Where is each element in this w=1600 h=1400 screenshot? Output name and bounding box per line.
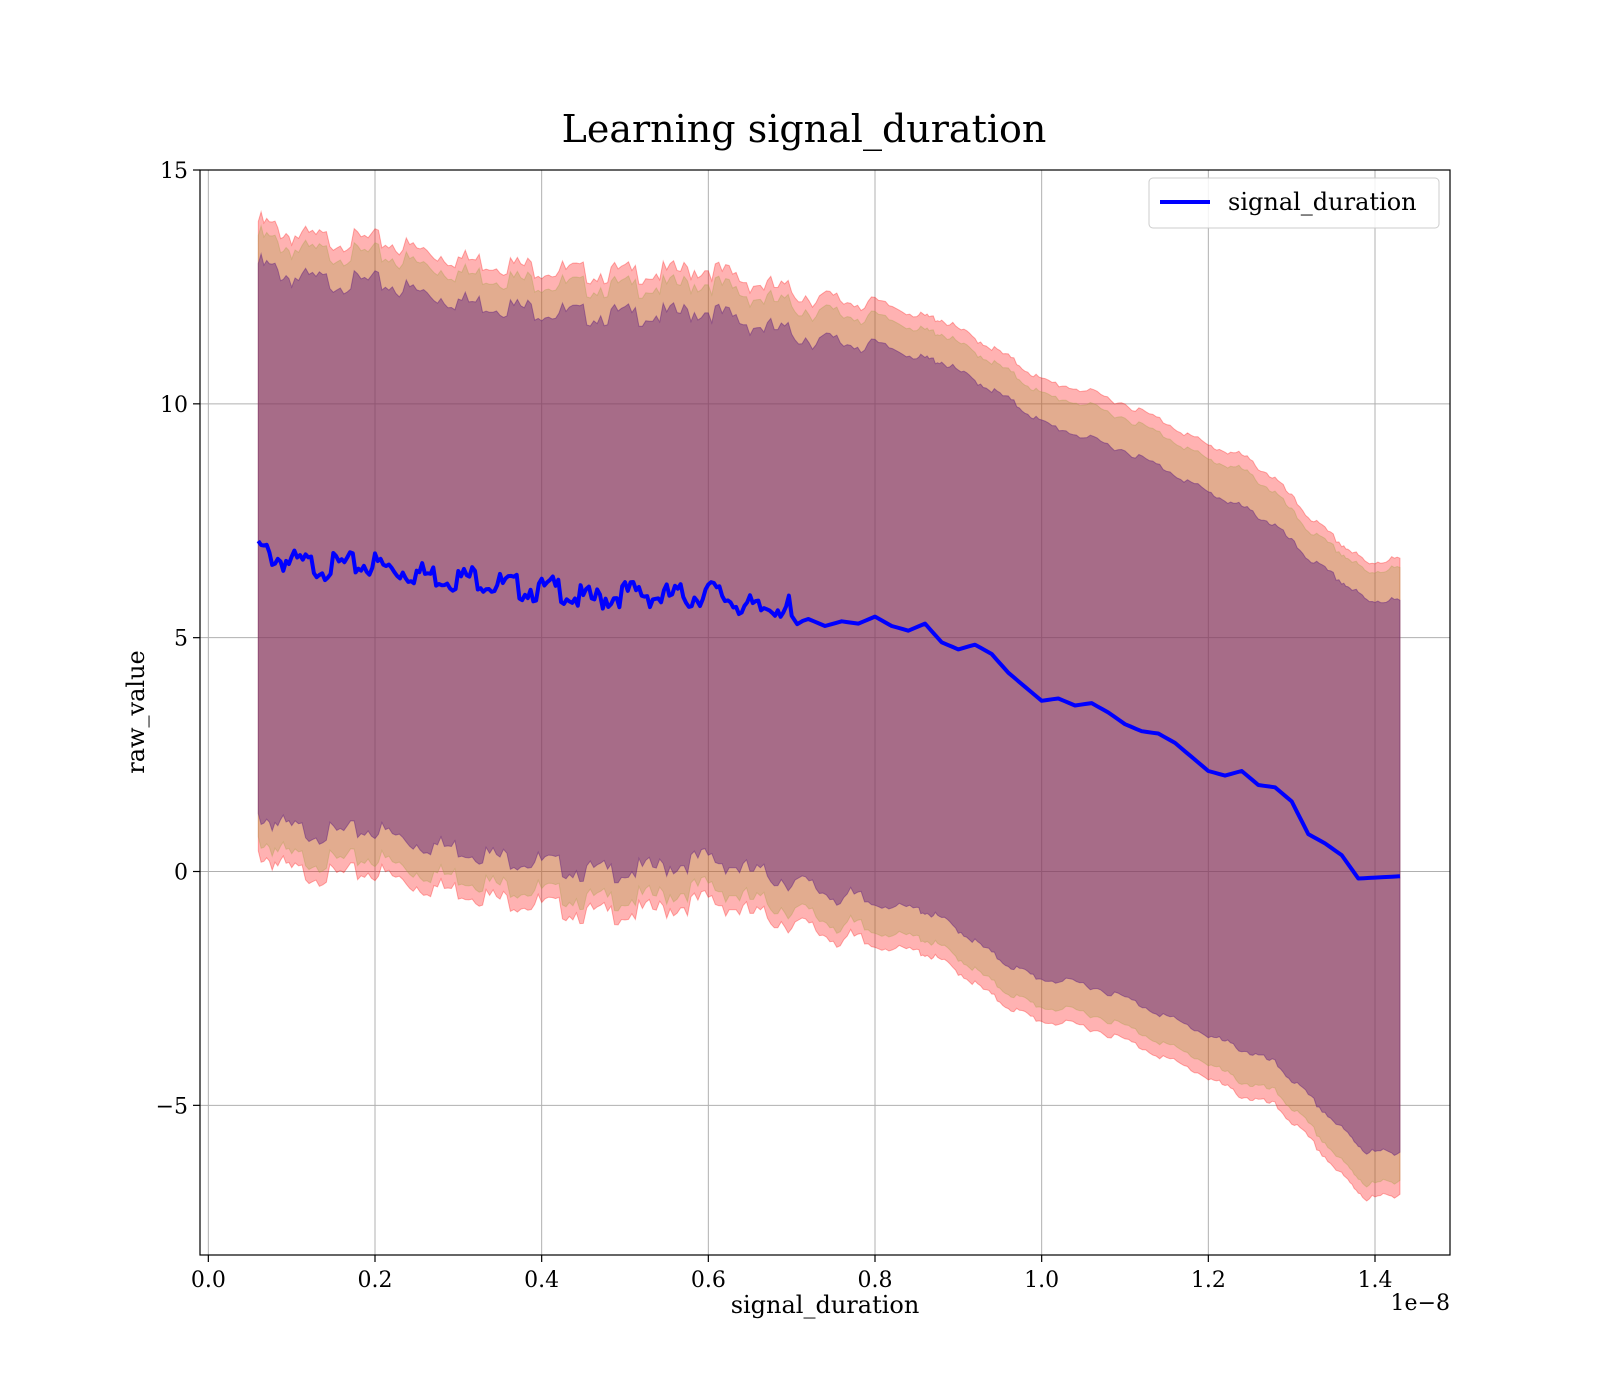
x-axis: 0.0 0.2 0.4 0.6 0.8 1.0 1.2 1.4 — [191, 1255, 1393, 1293]
plot-frame — [199, 169, 1451, 1256]
legend-label: signal_duration — [1228, 188, 1417, 216]
y-tick-label: 5 — [174, 627, 188, 652]
x-tick-label: 0.6 — [691, 1268, 726, 1293]
y-tick-label: 0 — [174, 861, 188, 886]
confidence-bands — [257, 209, 1401, 1202]
series-lines — [256, 539, 1401, 881]
x-tick-label: 0.0 — [191, 1268, 226, 1293]
x-tick-label: 1.2 — [1191, 1268, 1226, 1293]
y-tick-label: 15 — [160, 159, 188, 184]
band-inner — [257, 251, 1401, 1157]
x-tick-label: 1.4 — [1358, 1268, 1393, 1293]
legend-box — [1148, 177, 1440, 229]
x-tick-label: 0.2 — [358, 1268, 393, 1293]
x-axis-label: signal_duration — [731, 1291, 920, 1319]
x-tick-label: 0.8 — [858, 1268, 893, 1293]
band-middle — [257, 223, 1401, 1188]
y-tick-label: 10 — [160, 393, 188, 418]
y-axis-label: raw_value — [122, 650, 150, 774]
chart-title: Learning signal_duration — [562, 107, 1047, 152]
x-tick-label: 1.0 — [1024, 1268, 1059, 1293]
y-axis: −5 0 5 10 15 — [156, 159, 200, 1119]
grid — [200, 169, 1450, 1255]
band-outer — [257, 209, 1401, 1202]
y-tick-label: −5 — [156, 1094, 188, 1119]
x-offset-text: 1e−8 — [1391, 1291, 1450, 1316]
series-line-signal_duration — [256, 539, 1401, 881]
x-tick-label: 0.4 — [524, 1268, 559, 1293]
legend: signal_duration — [1148, 177, 1440, 229]
